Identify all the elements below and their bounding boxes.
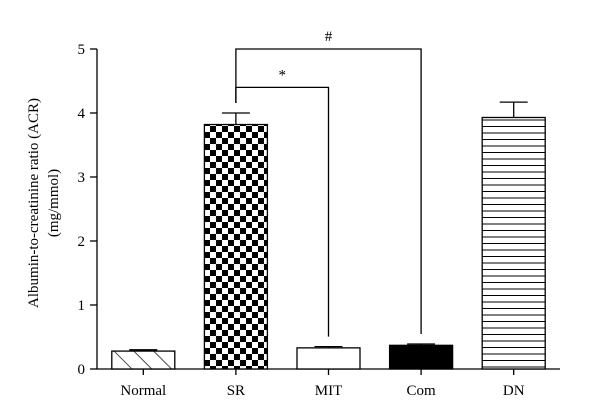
- y-tick-label: 1: [78, 298, 86, 314]
- y-tick-label: 0: [78, 362, 86, 378]
- y-tick-label: 2: [78, 234, 86, 250]
- bar-normal: [111, 350, 176, 370]
- bar-com: [388, 344, 454, 370]
- x-tick-label: MIT: [315, 383, 343, 399]
- x-axis: Normal SR MIT Com DN: [97, 368, 560, 399]
- x-tick-label: Normal: [120, 383, 166, 399]
- x-tick-label: SR: [227, 383, 245, 399]
- y-tick-label: 5: [78, 42, 86, 58]
- y-tick-label: 4: [78, 106, 86, 122]
- y-tick-label: 3: [78, 170, 86, 186]
- error-bars: [129, 101, 528, 352]
- y-axis-title-line2: (mg/mmol): [46, 169, 62, 237]
- significance-label: *: [278, 67, 286, 83]
- bar-sr: [203, 123, 269, 370]
- bar-dn: [481, 116, 546, 370]
- significance-bracket: [235, 48, 422, 335]
- bar-mit: [296, 347, 361, 370]
- y-axis-title: Albumin-to-creatinine ratio (ACR) (mg/mm…: [26, 98, 62, 308]
- y-axis: 0 1 2 3 4 5: [78, 42, 98, 378]
- significance-label: #: [325, 29, 333, 45]
- x-tick-label: Com: [407, 383, 437, 399]
- significance-brackets: *#: [235, 29, 422, 337]
- x-tick-label: DN: [503, 383, 525, 399]
- y-axis-title-line1: Albumin-to-creatinine ratio (ACR): [26, 98, 42, 308]
